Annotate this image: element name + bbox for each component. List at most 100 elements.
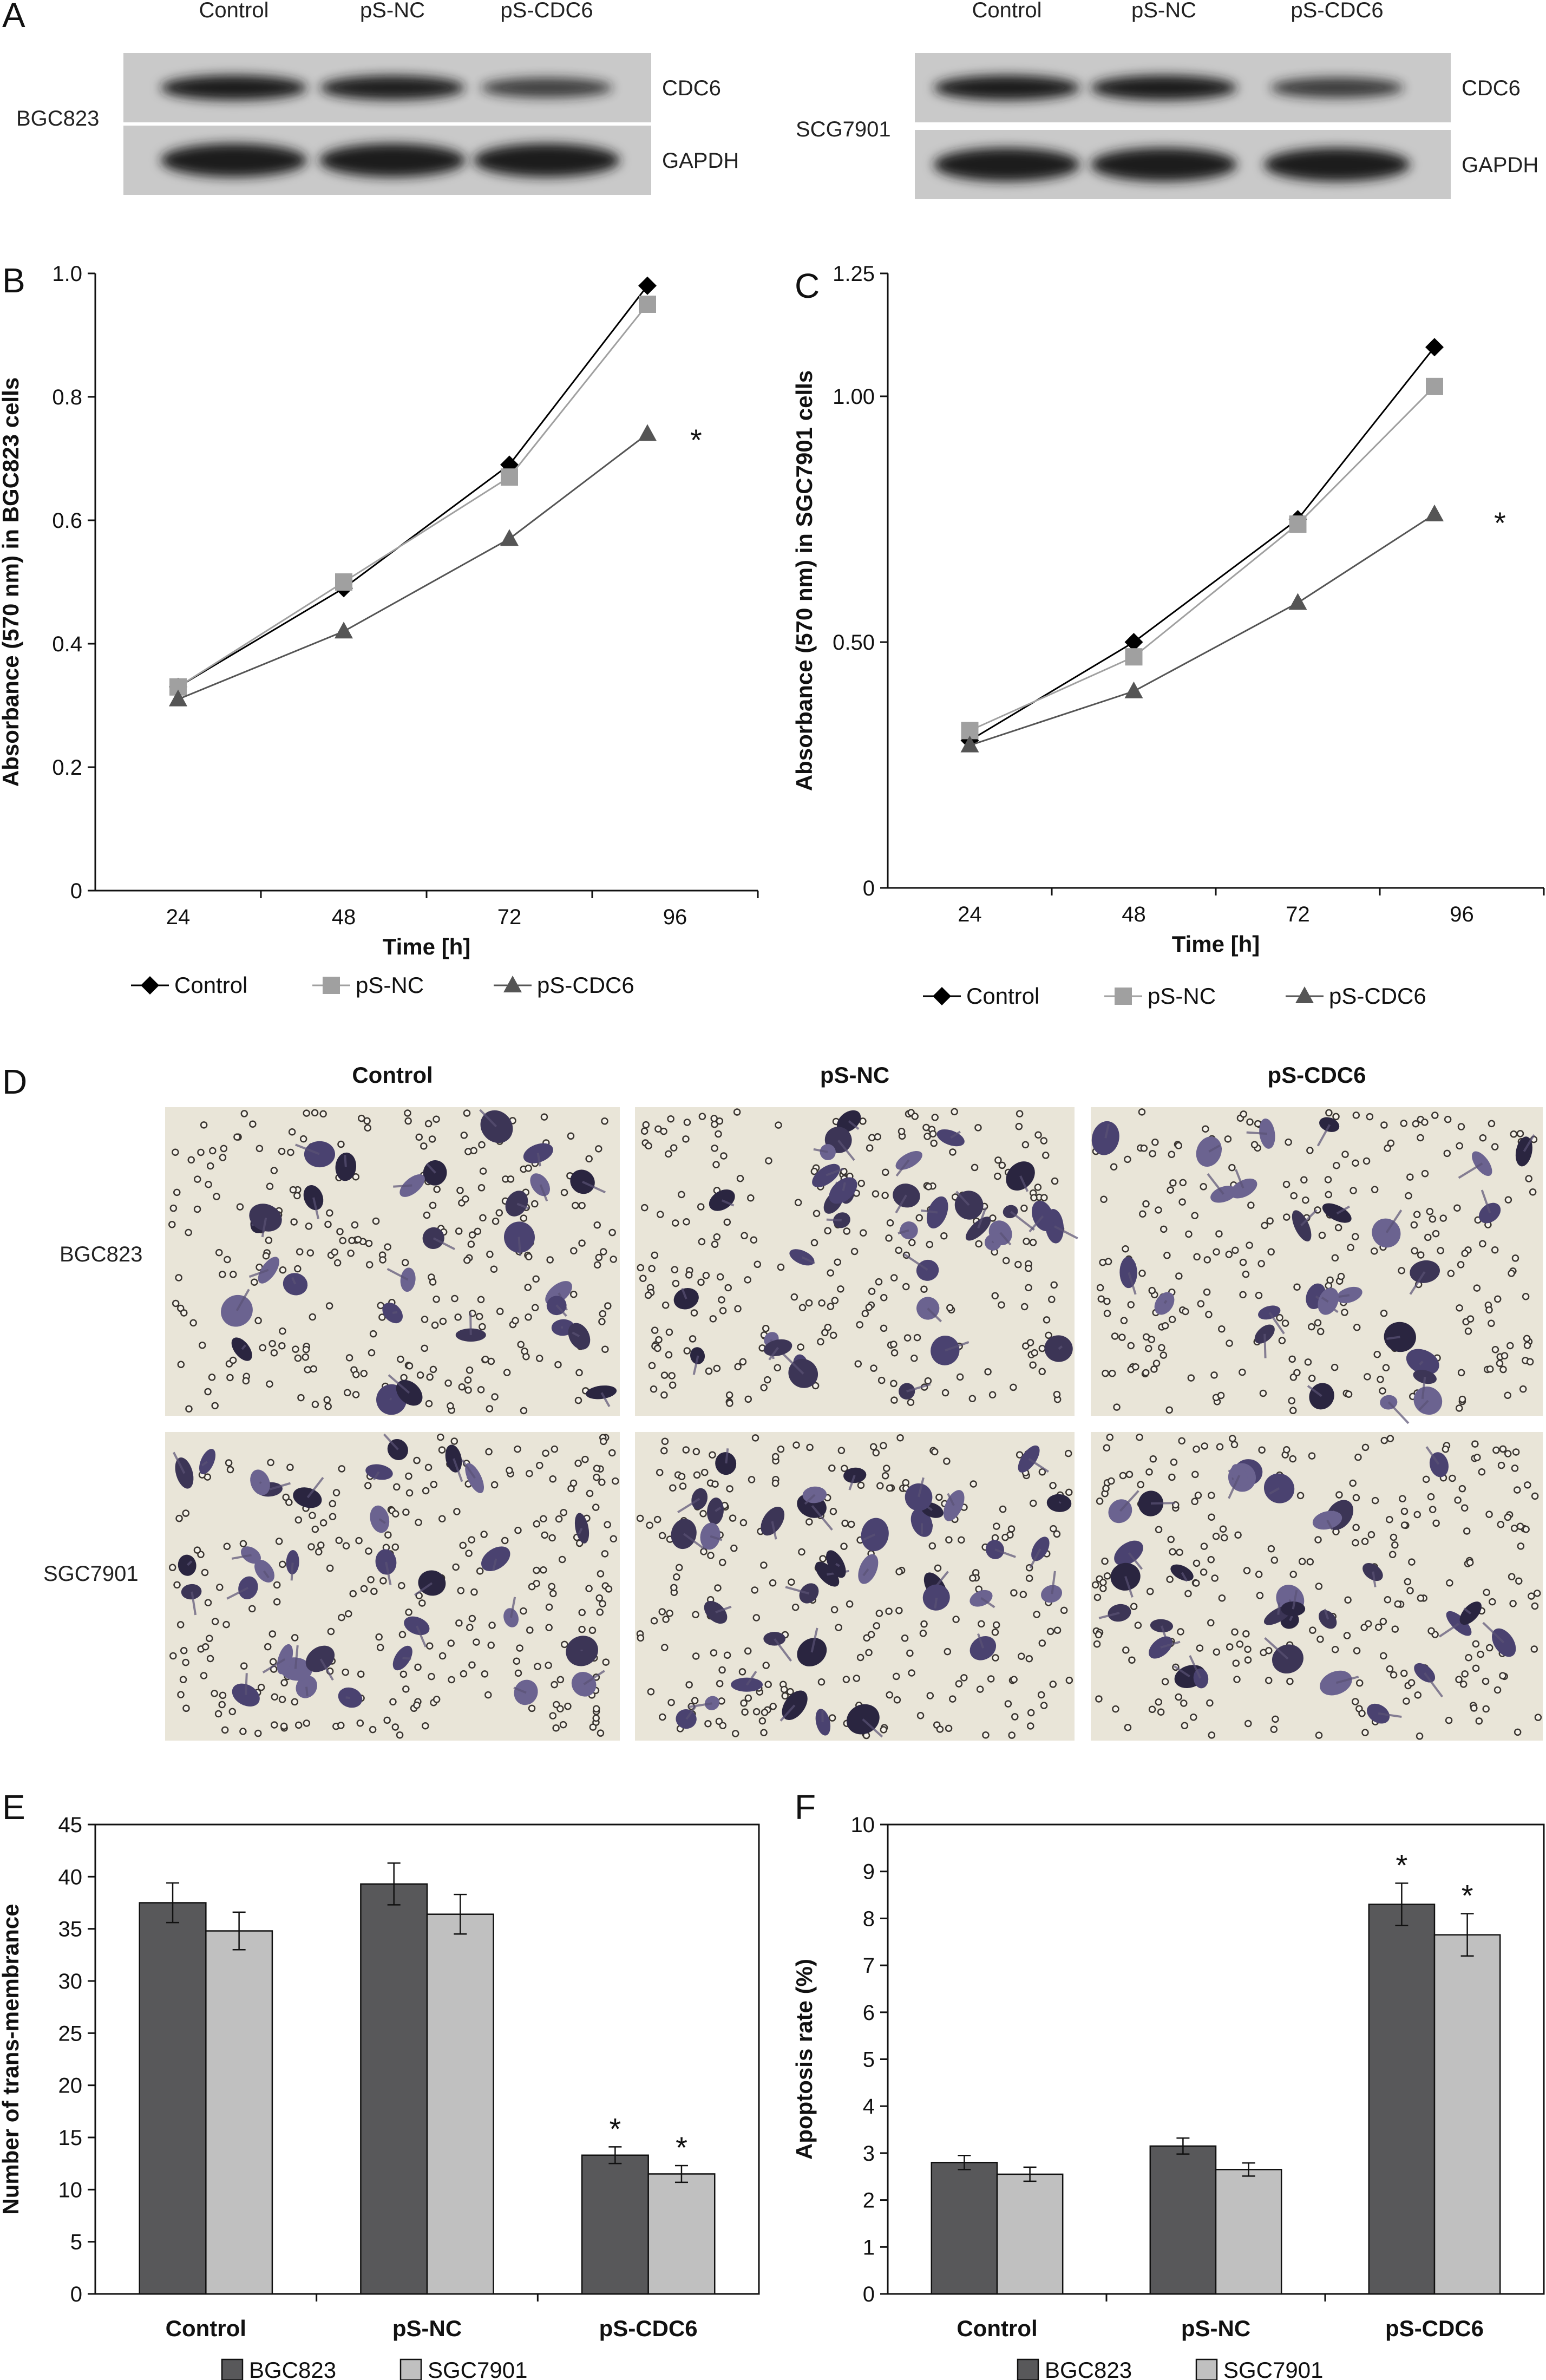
- membrane-pore: [1119, 1472, 1127, 1480]
- membrane-pore: [240, 1110, 248, 1117]
- membrane-pore: [1478, 1468, 1486, 1476]
- stained-cell: [422, 1227, 444, 1249]
- x-category-label: Control: [957, 2316, 1037, 2341]
- membrane-pore: [1208, 1492, 1215, 1499]
- membrane-pore: [1523, 1335, 1531, 1343]
- membrane-pore: [375, 1633, 383, 1641]
- cell-process: [934, 1598, 938, 1609]
- cell-process: [453, 1458, 463, 1482]
- cell-process: [918, 1477, 925, 1498]
- membrane-pore: [1217, 1391, 1225, 1400]
- cell-process: [536, 1153, 541, 1167]
- membrane-pore: [574, 1460, 582, 1467]
- membrane-pore: [532, 1275, 540, 1283]
- membrane-pore: [769, 1703, 777, 1710]
- membrane-pore: [396, 1731, 404, 1739]
- cell-process: [226, 1586, 249, 1600]
- x-category-label: pS-NC: [1181, 2316, 1250, 2341]
- membrane-pore: [1040, 1194, 1048, 1201]
- stained-cell: [249, 1204, 282, 1232]
- membrane-pore: [588, 1626, 597, 1634]
- membrane-pore: [226, 1374, 234, 1382]
- membrane-pore: [404, 1117, 412, 1125]
- membrane-pore: [1514, 1486, 1521, 1494]
- data-point-square: [639, 296, 656, 313]
- membrane-pore: [805, 1299, 813, 1307]
- stained-cell: [761, 1507, 785, 1536]
- cell-process: [977, 1207, 987, 1229]
- membrane-pore: [886, 1484, 894, 1492]
- membrane-pore: [667, 1698, 675, 1706]
- cell-process: [1228, 1475, 1241, 1499]
- membrane-pore: [777, 1445, 785, 1453]
- membrane-pore: [1497, 1521, 1505, 1528]
- membrane-pore: [1030, 1194, 1038, 1202]
- membrane-pore: [1239, 1291, 1247, 1299]
- membrane-pore: [810, 1167, 818, 1175]
- membrane-pore: [835, 1624, 842, 1631]
- membrane-pore: [335, 1536, 343, 1544]
- membrane-pore: [920, 1620, 928, 1628]
- membrane-pore: [200, 1121, 208, 1129]
- membrane-pore: [1025, 1574, 1033, 1583]
- membrane-pore: [1228, 1163, 1236, 1172]
- membrane-pore: [740, 1699, 748, 1707]
- x-category-label: Control: [166, 2316, 246, 2341]
- cell-process: [191, 1591, 197, 1616]
- stained-cell: [843, 1467, 867, 1483]
- membrane-pore: [1331, 1254, 1339, 1262]
- gapdh-band: [1264, 148, 1410, 181]
- y-tick-label: 20: [58, 2074, 83, 2098]
- membrane-pore: [468, 1536, 475, 1544]
- membrane-pore: [758, 1717, 767, 1725]
- membrane-pore: [492, 1218, 500, 1225]
- membrane-pore: [533, 1520, 541, 1528]
- membrane-pore: [716, 1679, 724, 1688]
- membrane-pore: [468, 1614, 476, 1623]
- membrane-pore: [421, 1344, 428, 1352]
- membrane-pore: [1151, 1139, 1159, 1146]
- membrane-pore: [813, 1209, 821, 1218]
- cell-process: [235, 1289, 250, 1311]
- membrane-pore: [598, 1479, 606, 1486]
- membrane-pore: [1358, 1710, 1366, 1717]
- bar-sgc7901: [205, 1930, 273, 2295]
- membrane-pore: [304, 1366, 311, 1374]
- membrane-pore: [1388, 1551, 1397, 1559]
- membrane-pore: [219, 1154, 227, 1161]
- membrane-pore: [1038, 1468, 1046, 1476]
- membrane-pore: [1138, 1270, 1146, 1277]
- cell-process: [600, 1392, 611, 1407]
- membrane-pore: [453, 1508, 461, 1515]
- cell-process: [688, 1702, 712, 1708]
- membrane-pore: [1371, 1186, 1379, 1193]
- membrane-pore: [946, 1304, 954, 1312]
- membrane-pore: [1437, 1247, 1444, 1254]
- membrane-pore: [383, 1716, 391, 1724]
- membrane-pore: [875, 1278, 883, 1286]
- membrane-pore: [920, 1285, 928, 1293]
- stained-cell: [715, 1452, 737, 1475]
- membrane-pore: [657, 1211, 664, 1218]
- membrane-pore: [1001, 1533, 1009, 1541]
- membrane-pore: [1099, 1585, 1107, 1592]
- legend-marker-diamond: [141, 976, 159, 995]
- membrane-pore: [760, 1561, 768, 1569]
- cell-process: [692, 1355, 699, 1375]
- membrane-pore: [711, 1145, 718, 1152]
- membrane-pore: [578, 1625, 586, 1633]
- membrane-pore: [692, 1611, 699, 1619]
- membrane-pore: [741, 1232, 748, 1240]
- membrane-pore: [1037, 1691, 1045, 1699]
- membrane-pore: [1461, 1250, 1469, 1257]
- membrane-pore: [830, 1606, 838, 1613]
- cell-process: [994, 1548, 1016, 1558]
- cell-process: [1028, 1457, 1050, 1473]
- membrane-pore: [331, 1248, 339, 1256]
- membrane-pore: [1128, 1656, 1136, 1664]
- legend-label: SGC7901: [1223, 2357, 1323, 2380]
- membrane-pore: [1446, 1579, 1453, 1587]
- membrane-pore: [279, 1560, 286, 1568]
- membrane-pore: [1306, 1558, 1314, 1566]
- membrane-pore: [379, 1577, 387, 1585]
